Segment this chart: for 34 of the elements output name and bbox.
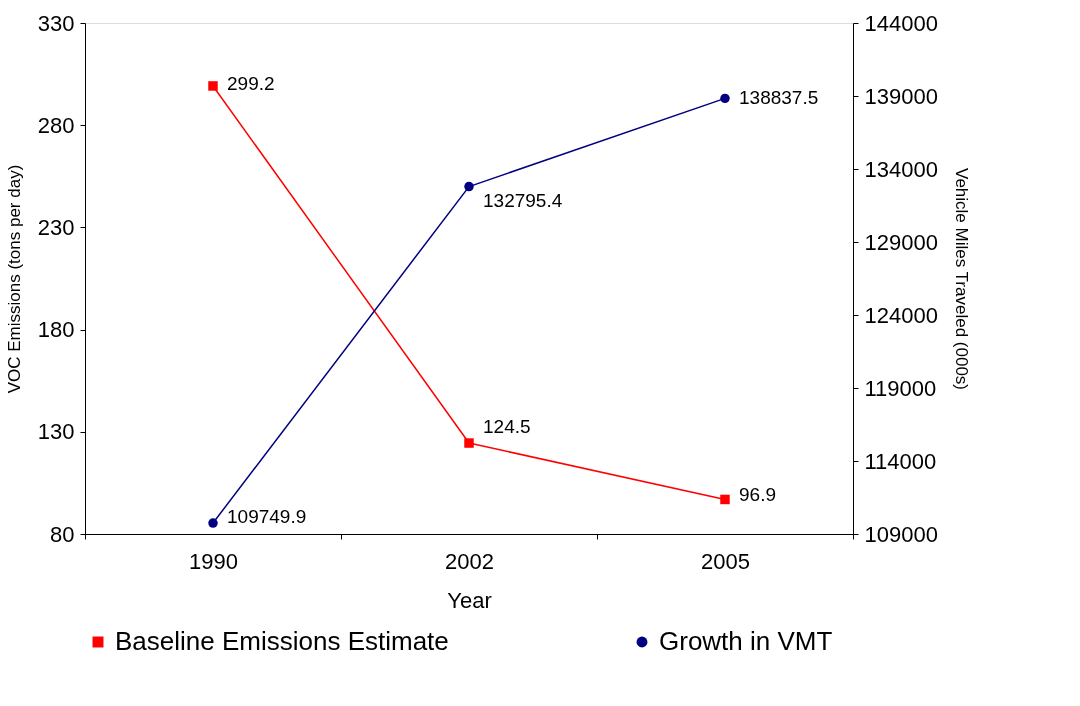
- y2-axis-title: Vehicle Miles Traveled (000s): [951, 167, 971, 391]
- y2-tick-label: 124000: [864, 302, 938, 328]
- y2-tick-label: 144000: [864, 10, 938, 36]
- data-label: 138837.5: [739, 87, 819, 109]
- y-tick-label: 180: [37, 317, 75, 343]
- y2-tick-label: 139000: [864, 83, 938, 109]
- data-label: 299.2: [227, 72, 275, 94]
- y2-tick-label: 129000: [864, 229, 938, 255]
- y2-tick-label: 109000: [864, 521, 938, 547]
- y-tick-label: 130: [37, 419, 75, 445]
- point: [720, 93, 730, 104]
- y-tick-label: 330: [37, 10, 75, 36]
- y-tick-label: 280: [37, 112, 75, 138]
- legend-label: Growth in VMT: [659, 626, 833, 656]
- y2-tick-label: 119000: [864, 375, 937, 401]
- point: [720, 494, 730, 505]
- data-label: 96.9: [739, 484, 776, 506]
- x-axis-title: Year: [447, 587, 492, 613]
- y-tick-label: 80: [50, 521, 75, 547]
- y-axis-title: VOC Emissions (tons per day): [4, 164, 24, 394]
- point: [208, 81, 218, 91]
- point: [464, 438, 474, 448]
- legend-label: Baseline Emissions Estimate: [115, 626, 449, 656]
- data-label: 124.5: [483, 416, 531, 438]
- point: [464, 181, 474, 192]
- y2-tick-label: 134000: [864, 156, 938, 182]
- point: [208, 518, 218, 528]
- x-tick-label: 2005: [701, 548, 750, 574]
- data-label: 132795.4: [483, 189, 563, 211]
- x-tick-label: 1990: [189, 548, 238, 574]
- x-tick-label: 2002: [445, 548, 494, 574]
- y-tick-label: 230: [37, 214, 75, 240]
- y2-tick-label: 114000: [864, 448, 937, 474]
- data-label: 109749.9: [227, 506, 307, 528]
